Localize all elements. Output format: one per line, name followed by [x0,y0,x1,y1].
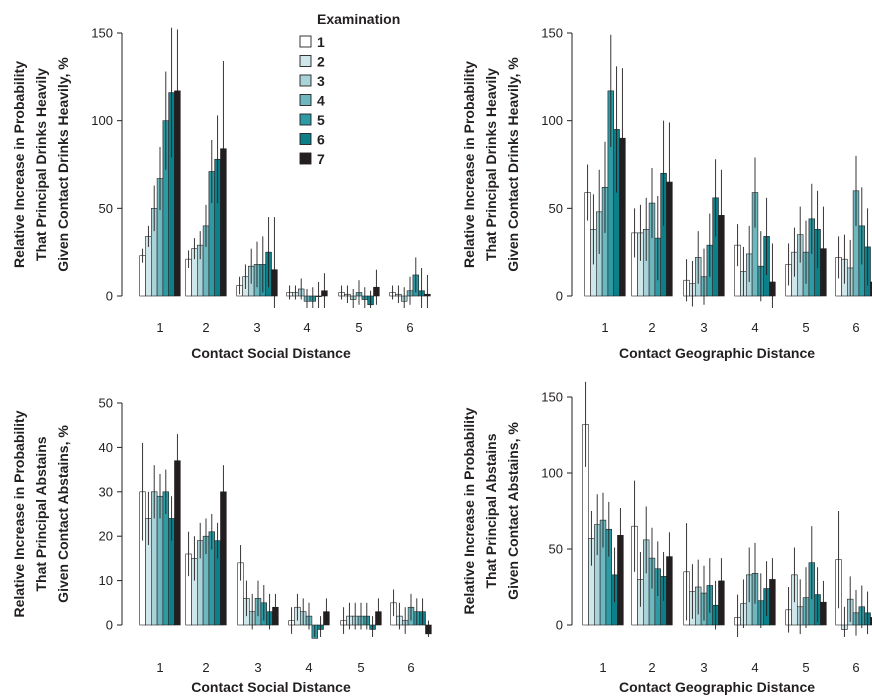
x-tick-label: 1 [156,660,163,675]
y-axis-label-line-3: Given Contact Abstains, % [505,422,521,600]
x-tick-label: 4 [305,660,312,675]
legend-label-2: 2 [317,54,325,70]
y-tick-label: 50 [549,542,563,557]
x-axis-label: Contact Social Distance [191,345,351,361]
x-axis-label: Contact Geographic Distance [619,345,815,361]
y-tick-label: 0 [556,618,563,633]
x-axis-label: Contact Geographic Distance [619,679,815,695]
y-tick-label: 50 [99,201,113,216]
x-tick-label: 5 [802,660,809,675]
y-axis-label-line-1: Relative Increase in Probability [461,407,477,614]
x-tick-label: 6 [852,660,859,675]
legend-swatch-4 [299,94,312,106]
x-tick-label: 5 [802,320,809,335]
chart-panel-1: 0 50 100 150 1 2 3 4 5 6 Contact Social Distance Re… [11,26,431,361]
y-tick-label: 20 [99,529,113,544]
legend-label-1: 1 [317,34,325,50]
y-tick-label: 0 [556,289,563,304]
y-axis-label-line-1: Relative Increase in Probability [461,61,477,268]
bar-exam-7-cat-6 [870,617,872,626]
y-axis-label-line-1: Relative Increase in Probability [11,410,27,617]
legend-label-5: 5 [317,112,325,128]
y-tick-label: 150 [91,26,113,41]
chart-panel-2: 0 50 100 150 1 2 3 4 5 6 Contact Geographic Distan… [461,26,872,361]
x-tick-label: 4 [751,660,758,675]
legend-swatch-1 [299,35,312,48]
x-tick-label: 2 [202,320,209,335]
x-tick-label: 6 [406,320,413,335]
bar-exam-7-cat-6 [870,281,872,297]
x-tick-label: 6 [407,660,414,675]
x-tick-label: 5 [357,660,364,675]
y-tick-label: 100 [91,113,113,128]
y-axis-label-line-1: Relative Increase in Probability [11,61,27,268]
y-tick-label: 30 [99,484,113,499]
y-axis-label-line-3: Given Contact Drinks Heavily, % [55,57,71,272]
x-tick-label: 4 [751,320,758,335]
y-axis-label-line-2: That Principal Abstains [483,433,499,588]
legend-label-7: 7 [317,151,325,167]
legend-label-3: 3 [317,73,325,89]
legend-title: Examination [317,11,400,27]
chart-panel-4: 0 50 100 150 1 2 3 4 5 6 Contact Geographic Distan… [461,381,872,695]
legend-label-4: 4 [317,93,325,109]
y-axis-label-line-2: That Principal Drinks Heavily [33,68,49,261]
x-tick-label: 1 [599,660,606,675]
x-tick-label: 1 [156,320,163,335]
legend-label-6: 6 [317,132,325,148]
x-tick-label: 2 [648,660,655,675]
x-tick-label: 2 [202,660,209,675]
chart-panel-3: 0 10 20 30 40 50 1 2 3 4 5 6 Contact Social Distance… [11,396,432,695]
y-axis-label-line-2: That Principal Drinks Heavily [483,68,499,261]
y-axis-label-line-2: That Principal Abstains [33,436,49,591]
y-axis-label-line-3: Given Contact Drinks Heavily, % [505,57,521,272]
legend-swatch-2 [299,55,312,67]
y-tick-label: 40 [99,440,113,455]
legend-swatch-6 [299,133,312,145]
y-tick-label: 150 [541,390,563,405]
y-tick-label: 0 [106,289,113,304]
x-tick-label: 3 [700,320,707,335]
y-tick-label: 10 [99,573,113,588]
x-tick-label: 3 [254,660,261,675]
x-tick-label: 1 [601,320,608,335]
x-tick-label: 4 [303,320,310,335]
y-tick-label: 0 [106,618,113,633]
y-tick-label: 150 [541,26,563,41]
x-tick-label: 3 [700,660,707,675]
legend-swatch-3 [299,74,312,87]
x-tick-label: 6 [852,320,859,335]
y-tick-label: 100 [541,466,563,481]
y-tick-label: 100 [541,113,563,128]
y-axis-label-line-3: Given Contact Abstains, % [55,425,71,603]
y-tick-label: 50 [549,201,563,216]
x-tick-label: 2 [648,320,655,335]
legend-swatch-5 [299,113,312,126]
x-tick-label: 3 [253,320,260,335]
legend: Examination 1 2 3 4 5 6 7 [299,11,400,167]
y-tick-label: 50 [99,396,113,411]
x-axis-label: Contact Social Distance [191,679,351,695]
legend-swatch-7 [299,152,312,165]
x-tick-label: 5 [355,320,362,335]
